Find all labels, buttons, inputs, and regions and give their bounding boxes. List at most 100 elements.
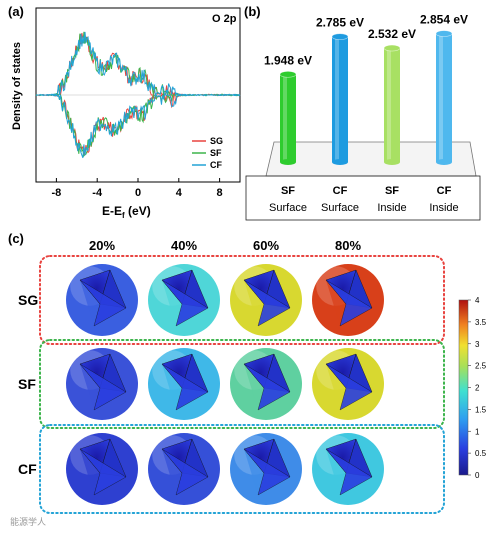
x-tick-label: -8: [52, 187, 62, 199]
row-dotted-box: [39, 424, 445, 514]
bar-base: [280, 159, 296, 165]
column-header-1: 40%: [171, 238, 197, 253]
panel-a-xticks: -8 -4 0 4 8: [52, 178, 223, 199]
bar-value-label: 2.854 eV: [420, 13, 468, 27]
dos-curves: [35, 31, 241, 159]
x-tick-label: 0: [135, 187, 141, 199]
panel-a-ylabel: Density of states: [11, 42, 23, 130]
sphere: [230, 433, 302, 505]
bar-highlight: [283, 74, 287, 162]
sphere-cut-face: [79, 279, 127, 327]
panel-b-bars: 1.948 eV SF Surface 2.785 eV CF Surface 2.532 …: [264, 13, 468, 214]
bar-value-label: 1.948 eV: [264, 53, 312, 67]
bar-body: [384, 48, 400, 163]
sphere: [148, 264, 220, 336]
watermark: 能源学人: [10, 516, 46, 527]
row-dotted-box: [39, 339, 445, 429]
row-dotted-box: [39, 255, 445, 345]
sphere: [230, 348, 302, 420]
sphere: [66, 264, 138, 336]
panel-b-label: (b): [244, 4, 261, 19]
colorbar-tick-label: 4: [475, 296, 480, 305]
bar-material-label: SF: [281, 185, 295, 197]
sphere: [312, 348, 384, 420]
bar-1: 2.785 eV CF Surface: [316, 16, 364, 214]
bar-value-label: 2.785 eV: [316, 16, 364, 30]
colorbar: [458, 299, 469, 476]
panel-a: (a) O 2p Density of states -8 -4 0 4 8 E-Ef …: [8, 4, 241, 220]
panel-b-base: [245, 175, 481, 221]
panel-a-tag: O 2p: [212, 13, 237, 25]
dos-curve-cf: [35, 94, 241, 159]
sphere-cut-face: [161, 279, 209, 327]
row-label: SG: [18, 292, 38, 308]
bar-location-label: Surface: [321, 202, 359, 214]
sphere: [312, 433, 384, 505]
bar-top: [279, 71, 297, 78]
panel-c: (c) 20% 40% 60% 80% SG SF CF 4 3.5 3 2.5 2 1.5 1 0.5…: [8, 231, 487, 514]
legend-label-sg: SG: [210, 136, 223, 146]
bar-base: [436, 159, 452, 165]
bar-body: [332, 36, 348, 162]
bar-body: [436, 33, 452, 162]
dos-curve-sf: [35, 93, 241, 157]
colorbar-ticks: 4 3.5 3 2.5 2 1.5 1 0.5 0: [468, 296, 487, 480]
bar-highlight: [439, 33, 443, 162]
sphere: [66, 348, 138, 420]
bar-top: [383, 44, 401, 52]
panel-a-label: (a): [8, 4, 24, 19]
sphere: [148, 433, 220, 505]
dos-curve-sf: [35, 31, 241, 97]
dos-curve-cf: [36, 31, 241, 97]
x-tick-label: 4: [176, 187, 183, 199]
column-header-0: 20%: [89, 238, 115, 253]
colorbar-tick-label: 2: [475, 384, 480, 393]
bar-base: [332, 159, 348, 165]
colorbar-tick-label: 2.5: [475, 362, 487, 371]
bar-material-label: CF: [333, 185, 348, 197]
sphere-cut-face: [79, 363, 127, 411]
colorbar-tick-label: 1: [475, 427, 480, 436]
legend-label-sf: SF: [210, 148, 222, 158]
colorbar-tick-label: 3.5: [475, 318, 487, 327]
column-header-3: 80%: [335, 238, 361, 253]
bar-location-label: Surface: [269, 202, 307, 214]
colorbar-tick-label: 0: [475, 471, 480, 480]
bar-material-label: CF: [437, 185, 452, 197]
bar-top: [435, 30, 453, 37]
sphere-cut-face: [79, 448, 127, 496]
sphere-cut-face: [243, 363, 291, 411]
sphere-cut-face: [243, 448, 291, 496]
dos-curve-sg: [35, 32, 240, 97]
bar-location-label: Inside: [429, 202, 458, 214]
sphere: [312, 264, 384, 336]
sphere-row-sg: SG: [18, 255, 445, 345]
bar-highlight: [335, 36, 339, 162]
sphere: [148, 348, 220, 420]
colorbar-tick-label: 3: [475, 340, 480, 349]
sphere-cut-face: [325, 279, 373, 327]
colorbar-tick-label: 0.5: [475, 449, 487, 458]
bar-body: [280, 74, 296, 162]
sphere-rows: SG SF CF: [18, 255, 445, 514]
bar-value-label: 2.532 eV: [368, 27, 416, 41]
row-label: CF: [18, 461, 37, 477]
panel-c-label: (c): [8, 231, 24, 246]
bar-highlight: [387, 48, 391, 163]
panel-a-legend: SG SF CF: [192, 136, 223, 170]
sphere-row-cf: CF: [18, 424, 445, 514]
bar-material-label: SF: [385, 185, 399, 197]
sphere: [66, 433, 138, 505]
sphere-cut-face: [325, 448, 373, 496]
sphere-cut-face: [161, 363, 209, 411]
colorbar-tick-label: 1.5: [475, 405, 487, 414]
row-label: SF: [18, 376, 36, 392]
sphere-cut-face: [243, 279, 291, 327]
sphere-row-sf: SF: [18, 339, 445, 429]
x-tick-label: 8: [217, 187, 223, 199]
bar-base: [384, 159, 400, 165]
bar-2: 2.532 eV SF Inside: [368, 27, 416, 214]
panel-a-xlabel: E-Ef (eV): [102, 204, 151, 220]
